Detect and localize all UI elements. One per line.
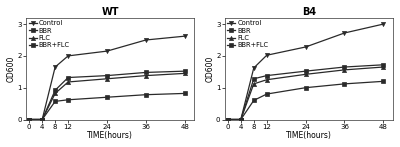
BBR — [303, 70, 308, 72]
Control — [342, 32, 347, 34]
Control — [53, 66, 58, 68]
BBR — [251, 78, 256, 80]
BBR+FLC — [251, 100, 256, 101]
BBR — [144, 72, 148, 73]
FLC — [238, 119, 243, 120]
FLC — [40, 119, 44, 120]
BBR — [182, 70, 187, 72]
Line: BBR: BBR — [226, 63, 386, 122]
FLC — [182, 72, 187, 74]
FLC — [104, 78, 109, 80]
Control — [264, 54, 269, 56]
FLC — [264, 79, 269, 81]
BBR — [264, 75, 269, 76]
Control — [104, 50, 109, 52]
X-axis label: TIME(hours): TIME(hours) — [87, 131, 133, 140]
Line: BBR: BBR — [27, 69, 187, 122]
BBR+FLC — [264, 93, 269, 95]
Control — [182, 35, 187, 37]
BBR+FLC — [238, 119, 243, 120]
BBR — [53, 89, 58, 91]
BBR+FLC — [226, 119, 230, 120]
BBR+FLC — [342, 83, 347, 85]
BBR — [66, 77, 70, 78]
BBR+FLC — [104, 96, 109, 98]
BBR+FLC — [381, 80, 386, 82]
FLC — [342, 69, 347, 71]
BBR+FLC — [66, 99, 70, 101]
Y-axis label: OD600: OD600 — [206, 55, 214, 82]
X-axis label: TIME(hours): TIME(hours) — [286, 131, 332, 140]
BBR+FLC — [53, 101, 58, 102]
BBR — [342, 66, 347, 68]
BBR+FLC — [144, 94, 148, 96]
Line: FLC: FLC — [226, 65, 386, 122]
BBR+FLC — [27, 119, 32, 120]
FLC — [251, 83, 256, 85]
FLC — [381, 66, 386, 68]
FLC — [27, 119, 32, 120]
Title: B4: B4 — [302, 7, 316, 17]
Legend: Control, BBR, FLC, BBR+FLC: Control, BBR, FLC, BBR+FLC — [28, 20, 70, 49]
Control — [251, 67, 256, 69]
BBR+FLC — [40, 119, 44, 120]
Line: Control: Control — [27, 34, 187, 122]
FLC — [303, 74, 308, 75]
Control — [66, 55, 70, 57]
Line: Control: Control — [226, 22, 386, 122]
Control — [303, 46, 308, 48]
BBR+FLC — [303, 87, 308, 89]
BBR — [40, 119, 44, 120]
Control — [27, 119, 32, 120]
Control — [144, 39, 148, 41]
BBR — [27, 119, 32, 120]
Title: WT: WT — [102, 7, 119, 17]
BBR — [381, 64, 386, 66]
Control — [226, 119, 230, 120]
FLC — [144, 75, 148, 76]
Line: BBR+FLC: BBR+FLC — [226, 79, 386, 122]
FLC — [226, 119, 230, 120]
Line: BBR+FLC: BBR+FLC — [27, 91, 187, 122]
Control — [40, 119, 44, 120]
BBR — [226, 119, 230, 120]
FLC — [53, 93, 58, 94]
Legend: Control, BBR, FLC, BBR+FLC: Control, BBR, FLC, BBR+FLC — [227, 20, 269, 49]
Y-axis label: OD600: OD600 — [7, 55, 16, 82]
BBR+FLC — [182, 93, 187, 94]
Control — [381, 23, 386, 25]
BBR — [238, 119, 243, 120]
FLC — [66, 81, 70, 83]
Control — [238, 119, 243, 120]
BBR — [104, 75, 109, 76]
Line: FLC: FLC — [27, 71, 187, 122]
